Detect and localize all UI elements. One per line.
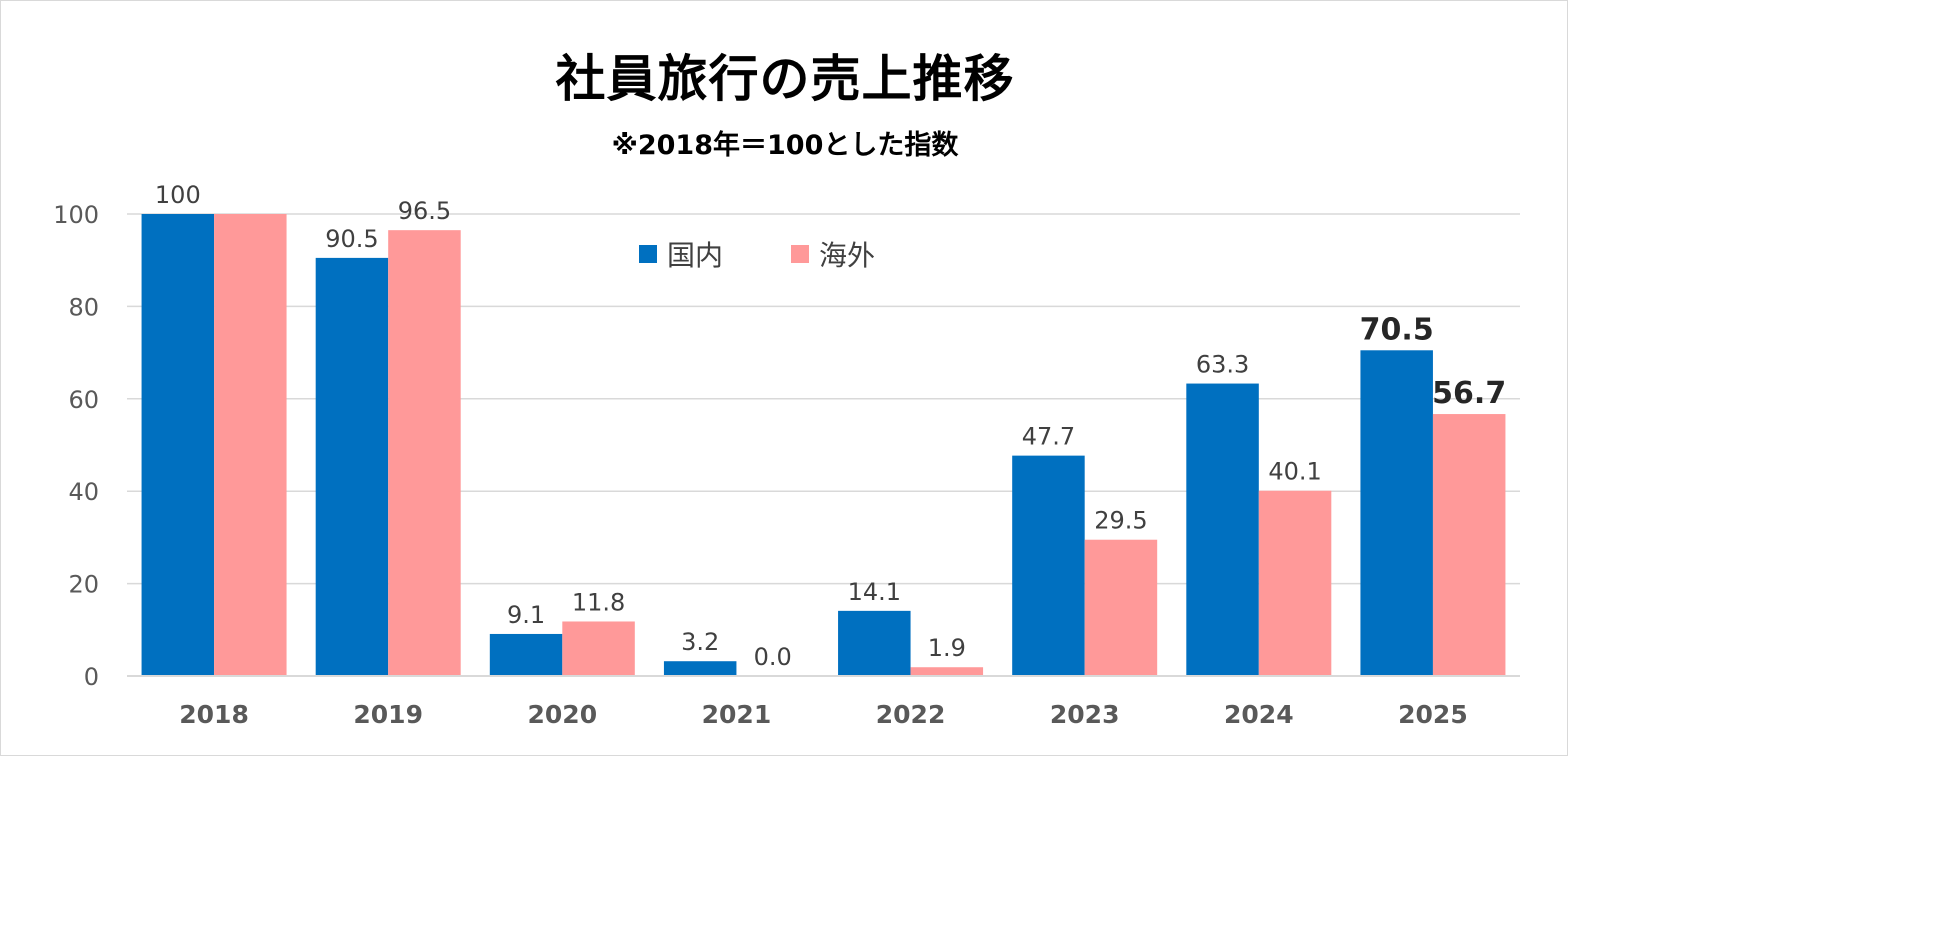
bar-domestic-2020 xyxy=(489,633,563,676)
x-tick-label: 2024 xyxy=(1224,700,1294,729)
data-label: 29.5 xyxy=(1094,507,1147,535)
data-label: 63.3 xyxy=(1196,351,1249,379)
bar-overseas-2019 xyxy=(388,230,461,677)
legend-label-domestic: 国内 xyxy=(667,239,724,272)
data-label: 11.8 xyxy=(572,588,625,616)
x-tick-label: 2020 xyxy=(528,700,598,729)
bar-overseas-2023 xyxy=(1084,539,1158,676)
x-tick-label: 2021 xyxy=(702,700,772,729)
bar-overseas-2022 xyxy=(910,667,984,676)
bar-domestic-2025 xyxy=(1360,350,1433,676)
bar-domestic-2019 xyxy=(315,257,389,676)
data-label: 70.5 xyxy=(1360,312,1434,347)
data-label: 56.7 xyxy=(1432,376,1506,411)
y-tick-label: 60 xyxy=(68,386,99,414)
legend-item-overseas: 海外 xyxy=(791,234,875,274)
y-tick-label: 80 xyxy=(68,293,99,321)
data-label: 3.2 xyxy=(681,628,719,656)
x-tick-label: 2023 xyxy=(1050,700,1120,729)
bar-overseas-2024 xyxy=(1258,490,1332,676)
bar-domestic-2021 xyxy=(663,661,737,676)
bar-domestic-2018 xyxy=(141,214,215,676)
data-label: 0.0 xyxy=(754,643,792,671)
x-tick-label: 2022 xyxy=(876,700,946,729)
legend-swatch-domestic xyxy=(639,245,657,263)
bar-domestic-2023 xyxy=(1012,455,1085,676)
data-label: 90.5 xyxy=(325,225,378,253)
chart-subtitle: ※2018年＝100とした指数 xyxy=(611,130,959,161)
data-label: 9.1 xyxy=(507,601,545,629)
y-tick-label: 20 xyxy=(68,571,99,599)
data-label: 1.9 xyxy=(928,634,966,662)
legend-swatch-overseas xyxy=(791,245,809,263)
y-tick-label: 40 xyxy=(68,478,99,506)
data-label: 40.1 xyxy=(1268,458,1321,486)
x-tick-label: 2019 xyxy=(353,700,423,729)
chart-title: 社員旅行の売上推移 xyxy=(555,50,1015,108)
data-label: 47.7 xyxy=(1022,423,1075,451)
bar-overseas-2018 xyxy=(214,214,287,676)
x-tick-label: 2018 xyxy=(179,700,249,729)
chart-frame: 社員旅行の売上推移 ※2018年＝100とした指数 0 20 40 60 80 100 10… xyxy=(0,0,1568,756)
legend-label-overseas: 海外 xyxy=(819,239,876,272)
data-label: 100 xyxy=(155,181,201,209)
bar-domestic-2022 xyxy=(838,610,911,676)
y-tick-label: 100 xyxy=(53,201,99,229)
bar-domestic-2024 xyxy=(1186,383,1259,676)
data-label: 14.1 xyxy=(848,578,901,606)
legend-item-domestic: 国内 xyxy=(639,234,723,274)
x-tick-label: 2025 xyxy=(1398,700,1468,729)
bar-overseas-2020 xyxy=(562,621,635,676)
data-label: 96.5 xyxy=(398,197,451,225)
bar-chart: 0 20 40 60 80 100 100 90.5 9.1 3.2 14.1 47.7 63.3 70.… xyxy=(53,181,1520,729)
bar-overseas-2025 xyxy=(1432,414,1506,676)
y-tick-label: 0 xyxy=(84,663,99,691)
